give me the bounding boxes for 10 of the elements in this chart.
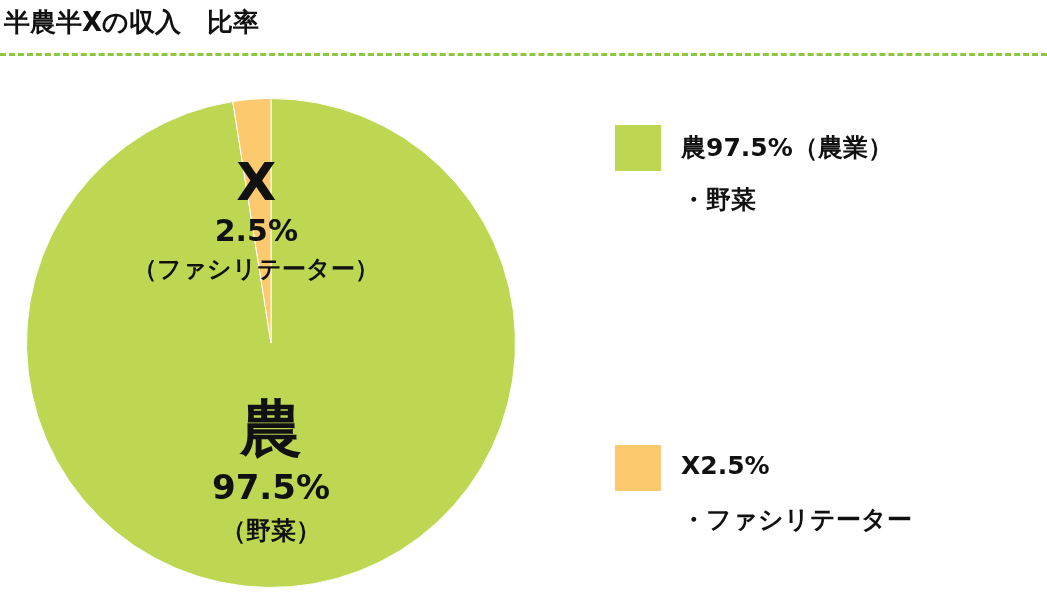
text: 農97.5%（農業） [681,132,893,164]
slice-label: X [236,151,277,212]
text: ・野菜 [681,184,756,216]
text: （ファシリテーター） [133,254,380,283]
data-label: 97.5% [212,466,330,507]
text: X2.5% [681,451,770,480]
chart-title: 半農半Xの収入 比率 [0,0,1047,56]
slice-label: 農 [239,392,302,466]
text: ・ファシリテーター [681,504,912,536]
text: （野菜） [221,515,321,545]
